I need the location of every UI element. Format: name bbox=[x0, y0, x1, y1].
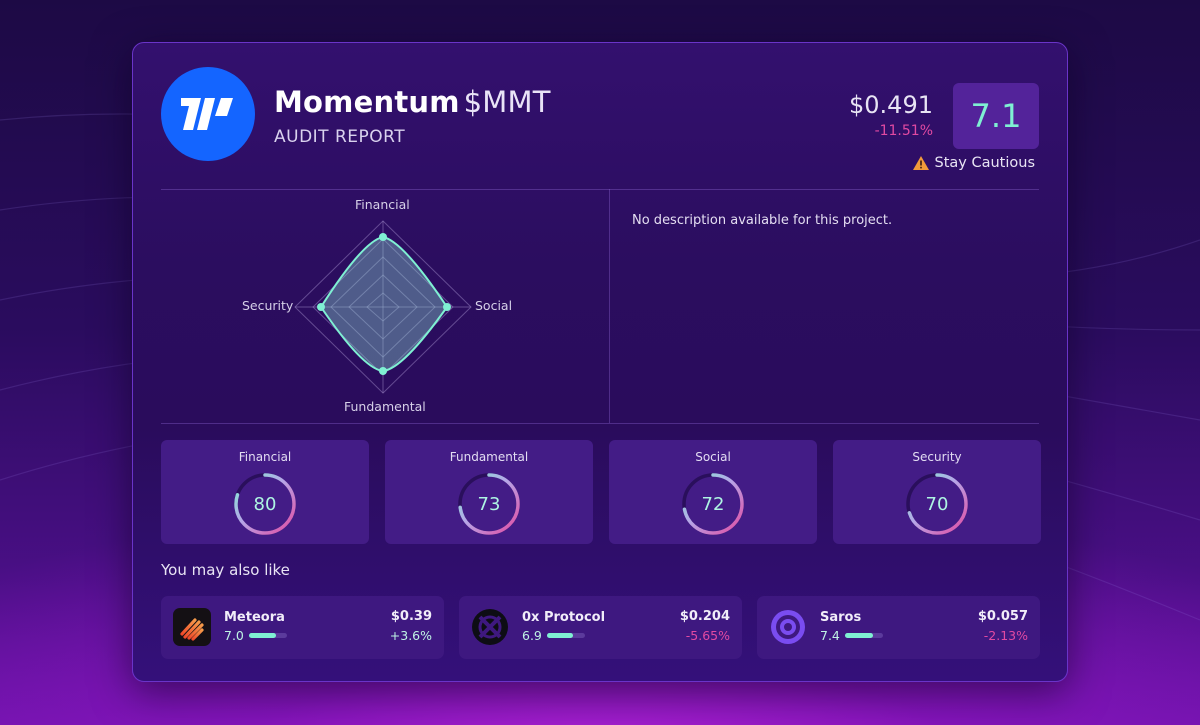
metric-card-security: Security 70 bbox=[833, 440, 1041, 544]
rec-score: 6.9 bbox=[522, 628, 542, 643]
metric-value: 73 bbox=[477, 493, 501, 515]
rec-name: Meteora bbox=[224, 610, 285, 625]
radar-chart: Financial Social Fundamental Security bbox=[233, 193, 533, 421]
gauge-arc bbox=[906, 473, 968, 535]
recommendation-card-saros[interactable]: Saros 7.4 $0.057 -2.13% bbox=[757, 596, 1040, 659]
project-ticker: $MMT bbox=[463, 85, 551, 119]
rec-score: 7.4 bbox=[820, 628, 840, 643]
title-block: Momentum $MMT AUDIT REPORT bbox=[274, 85, 551, 147]
rec-name: Saros bbox=[820, 610, 862, 625]
rec-score-bar bbox=[547, 633, 585, 638]
score-gauge bbox=[682, 473, 744, 535]
saros-logo-icon bbox=[769, 608, 807, 646]
gauge-arc bbox=[458, 473, 520, 535]
score-gauge bbox=[906, 473, 968, 535]
radar-divider bbox=[161, 423, 1039, 424]
radar-point-security bbox=[317, 303, 325, 311]
gauge-arc bbox=[682, 473, 744, 535]
metric-label: Social bbox=[695, 450, 731, 464]
audit-card: Momentum $MMT AUDIT REPORT $0.491 -11.51%… bbox=[132, 42, 1068, 682]
rec-price: $0.204 bbox=[679, 609, 730, 624]
rec-score: 7.0 bbox=[224, 628, 244, 643]
metric-card-financial: Financial 80 bbox=[161, 440, 369, 544]
metric-label: Fundamental bbox=[449, 450, 529, 464]
rec-price: $0.39 bbox=[390, 609, 432, 624]
project-description: No description available for this projec… bbox=[632, 213, 893, 228]
radar-label-fundamental: Fundamental bbox=[344, 399, 426, 414]
radar-point-fundamental bbox=[379, 367, 387, 375]
rec-price: $0.057 bbox=[977, 609, 1028, 624]
rec-score-bar bbox=[845, 633, 883, 638]
rec-score-bar bbox=[249, 633, 287, 638]
meteora-logo-icon bbox=[173, 608, 211, 646]
project-name: Momentum bbox=[274, 85, 460, 119]
score-gauge bbox=[458, 473, 520, 535]
gauge-arc bbox=[234, 473, 296, 535]
metric-card-fundamental: Fundamental 73 bbox=[385, 440, 593, 544]
metric-value: 80 bbox=[253, 493, 277, 515]
momentum-logo-icon bbox=[161, 67, 255, 161]
score-gauge bbox=[234, 473, 296, 535]
radar-label-security: Security bbox=[242, 298, 294, 313]
metric-value: 70 bbox=[925, 493, 949, 515]
price-block: $0.491 -11.51% bbox=[849, 91, 933, 139]
header-divider bbox=[161, 189, 1039, 190]
radar-label-financial: Financial bbox=[355, 197, 410, 212]
recommendation-card-meteora[interactable]: Meteora 7.0 $0.39 +3.6% bbox=[161, 596, 444, 659]
project-price: $0.491 bbox=[849, 91, 933, 119]
rec-change: -5.65% bbox=[685, 628, 730, 643]
rec-change: -2.13% bbox=[983, 628, 1028, 643]
radar-point-social bbox=[443, 303, 451, 311]
metric-value: 72 bbox=[701, 493, 725, 515]
0x-protocol-logo-icon bbox=[471, 608, 509, 646]
report-subtitle: AUDIT REPORT bbox=[274, 127, 406, 147]
rec-change: +3.6% bbox=[389, 628, 432, 643]
metric-card-social: Social 72 bbox=[609, 440, 817, 544]
radar-point-financial bbox=[379, 233, 387, 241]
metric-label: Financial bbox=[238, 450, 292, 464]
project-title: Momentum $MMT bbox=[274, 85, 551, 119]
metric-label: Security bbox=[912, 450, 962, 464]
verdict-label: Stay Cautious bbox=[912, 155, 1036, 171]
price-change: -11.51% bbox=[874, 123, 933, 139]
recommendation-card-0x-protocol[interactable]: 0x Protocol 6.9 $0.204 -5.65% bbox=[459, 596, 742, 659]
rec-name: 0x Protocol bbox=[522, 610, 606, 625]
radar-svg bbox=[294, 220, 472, 394]
overall-score-badge: 7.1 bbox=[953, 83, 1039, 149]
radar-label-social: Social bbox=[475, 298, 513, 313]
section-divider bbox=[609, 189, 610, 423]
also-like-title: You may also like bbox=[161, 561, 290, 579]
verdict-text: Stay Cautious bbox=[934, 155, 1036, 171]
warning-icon bbox=[912, 156, 929, 170]
